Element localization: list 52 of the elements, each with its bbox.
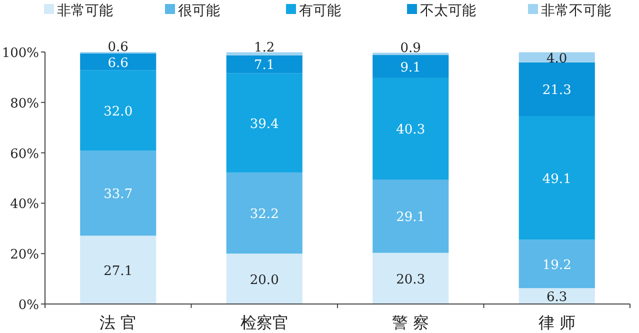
bar	[372, 55, 449, 78]
bar	[372, 252, 449, 304]
bar	[80, 150, 156, 236]
bar	[372, 180, 449, 253]
data-label: 33.7	[104, 187, 133, 202]
data-label: 9.1	[400, 60, 421, 76]
data-label: 32.0	[104, 104, 133, 120]
y-tick-label: 80%	[10, 96, 39, 112]
x-tick-label: 警 察	[392, 313, 430, 332]
data-label: 32.2	[250, 207, 279, 222]
data-label: 7.1	[254, 58, 275, 74]
data-label: 20.0	[250, 272, 279, 288]
bar	[518, 240, 595, 288]
bar	[80, 54, 156, 70]
y-tick-label: 20%	[10, 248, 39, 263]
bar	[518, 288, 595, 304]
bar	[80, 236, 156, 304]
data-label: 27.1	[104, 264, 133, 279]
data-label: 39.4	[250, 116, 279, 132]
data-label: 6.6	[108, 56, 128, 71]
bar	[226, 52, 302, 56]
data-label: 40.3	[396, 122, 426, 138]
data-label: 4.0	[546, 51, 568, 66]
legend-label: 有可能	[299, 3, 341, 19]
bar	[518, 116, 595, 240]
y-tick-label: 40%	[10, 197, 39, 212]
data-label: 0.9	[400, 40, 421, 56]
legend-label: 非常可能	[57, 3, 113, 19]
x-tick-label: 律 师	[538, 313, 576, 332]
y-tick-label: 60%	[10, 146, 39, 162]
legend-label: 不太可能	[420, 3, 476, 19]
bar	[226, 254, 302, 304]
bar	[372, 78, 449, 180]
y-tick-label: 0%	[18, 298, 39, 313]
bar	[80, 70, 156, 151]
data-label: 49.1	[542, 172, 572, 187]
bar	[226, 172, 302, 254]
data-label: 6.3	[546, 290, 568, 306]
data-label: 0.6	[108, 40, 128, 55]
data-label: 29.1	[396, 210, 426, 226]
x-tick-label: 检察官	[240, 313, 288, 332]
bar	[518, 62, 595, 116]
bar	[226, 55, 302, 74]
y-tick-label: 100%	[2, 46, 39, 61]
x-tick-label: 法 官	[100, 313, 137, 332]
legend-label: 非常不可能	[541, 3, 611, 19]
data-label: 19.2	[542, 258, 572, 273]
bar	[226, 73, 302, 172]
data-label: 21.3	[542, 83, 572, 98]
data-label: 20.3	[396, 272, 426, 288]
data-label: 1.2	[254, 40, 275, 56]
legend-label: 很可能	[178, 3, 220, 19]
